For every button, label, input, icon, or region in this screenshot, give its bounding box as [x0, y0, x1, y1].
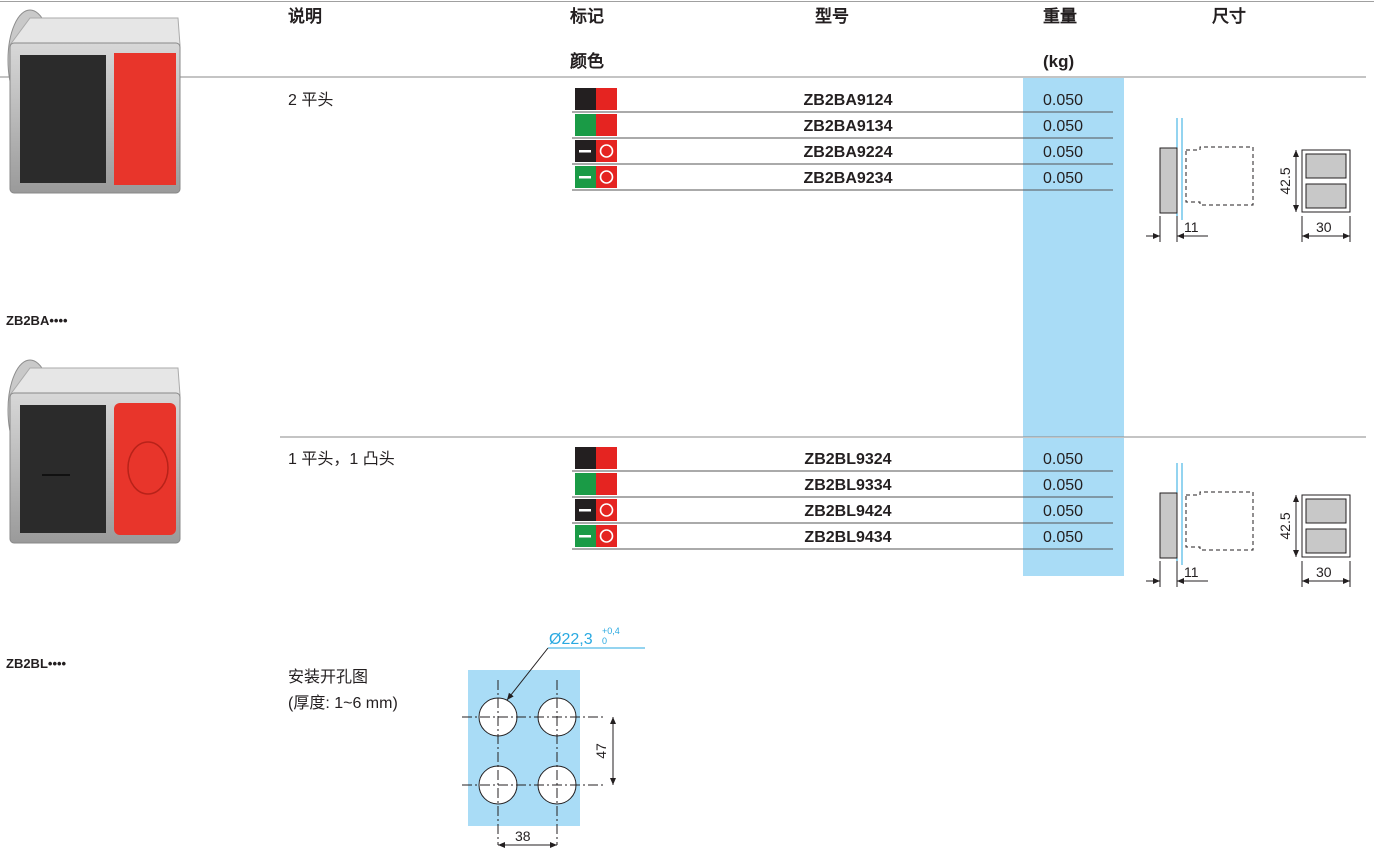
red-button: [114, 403, 176, 535]
model: ZB2BL9334: [804, 477, 891, 494]
header-color: 颜色: [570, 51, 604, 71]
symbol-circle: [599, 529, 614, 543]
weight: 0.050: [1043, 451, 1083, 468]
hidden-outline: [1185, 146, 1254, 206]
panel-body: [1159, 492, 1178, 559]
color-swatch: [596, 140, 617, 162]
color-swatch: [575, 447, 596, 469]
color-swatch: [596, 447, 617, 469]
weight: 0.050: [1043, 92, 1083, 109]
model: ZB2BA9224: [804, 144, 893, 161]
symbol-dash: [579, 509, 591, 512]
color-swatch: [596, 114, 617, 136]
group-description: 1 平头，1 凸头: [288, 450, 395, 468]
symbol-circle: [599, 144, 614, 158]
color-swatch: [575, 473, 596, 495]
cutout-diameter: Ø22,3: [549, 631, 593, 648]
header-model: 型号: [815, 6, 849, 26]
black-button: [20, 405, 106, 533]
dim-spacing-horizontal: 38: [515, 828, 531, 844]
model: ZB2BA9234: [804, 170, 893, 187]
front-button: [1305, 498, 1347, 524]
color-swatch: [596, 166, 617, 188]
dim-width: 30: [1316, 219, 1332, 235]
rule: [506, 647, 549, 701]
dim-height: 42.5: [1277, 512, 1293, 539]
header-weight: (kg): [1043, 52, 1074, 71]
tolerance-lower: 0: [602, 636, 607, 646]
convex-mark: [127, 441, 169, 495]
symbol-circle: [599, 170, 614, 184]
weight: 0.050: [1043, 170, 1083, 187]
hidden-outline: [1185, 491, 1254, 551]
color-swatch: [596, 473, 617, 495]
weight: 0.050: [1043, 144, 1083, 161]
header-dimensions: 尺寸: [1212, 6, 1246, 26]
weight: 0.050: [1043, 529, 1083, 546]
front-button: [1305, 183, 1347, 209]
image-label: ZB2BL••••: [6, 656, 67, 671]
red-button: [114, 53, 176, 185]
group-description: 2 平头: [288, 91, 333, 109]
symbol-dash: [579, 535, 591, 538]
tolerance-upper: +0,4: [602, 626, 620, 636]
model: ZB2BL9424: [804, 503, 891, 520]
cutout-title: 安装开孔图: [288, 668, 368, 686]
symbol-dash: [579, 176, 591, 179]
color-swatch: [596, 525, 617, 547]
header-color: 标记: [570, 6, 604, 26]
symbol-dash: [579, 150, 591, 153]
cutout-thickness: (厚度: 1~6 mm): [288, 694, 398, 712]
top-face: [9, 17, 181, 46]
model: ZB2BA9124: [804, 92, 893, 109]
dim-depth: 11: [1184, 564, 1199, 580]
product-image: [7, 9, 181, 194]
color-swatch: [596, 499, 617, 521]
top-face: [9, 367, 181, 396]
header-description: 说明: [288, 6, 322, 26]
product-image: [7, 359, 181, 544]
black-button: [20, 55, 106, 183]
front-button: [1305, 153, 1347, 179]
weight: 0.050: [1043, 477, 1083, 494]
weight: 0.050: [1043, 503, 1083, 520]
symbol-circle: [599, 503, 614, 517]
dimension-drawing: 42.5 11 30: [1146, 463, 1351, 587]
dim-spacing-vertical: 47: [593, 743, 609, 759]
dim-height: 42.5: [1277, 167, 1293, 194]
model: ZB2BA9134: [804, 118, 893, 135]
model: ZB2BL9324: [804, 451, 891, 468]
color-swatch: [575, 88, 596, 110]
image-label: ZB2BA••••: [6, 313, 68, 328]
front-button: [1305, 528, 1347, 554]
header-weight: 重量: [1043, 6, 1077, 26]
weight: 0.050: [1043, 118, 1083, 135]
dim-depth: 11: [1184, 219, 1199, 235]
weight-column-bg: [1023, 438, 1124, 576]
color-swatch: [575, 114, 596, 136]
model: ZB2BL9434: [804, 529, 891, 546]
dimension-drawing: 42.5 11 30: [1146, 118, 1351, 242]
dim-width: 30: [1316, 564, 1332, 580]
color-swatch: [596, 88, 617, 110]
panel-body: [1159, 147, 1178, 214]
